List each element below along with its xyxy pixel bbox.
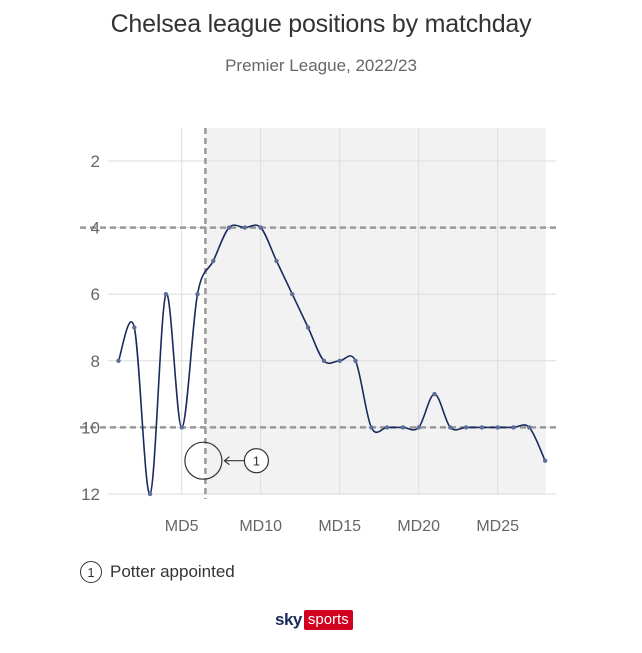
data-point — [147, 491, 153, 497]
data-point — [353, 358, 358, 363]
y-tick-label: 8 — [91, 352, 100, 371]
x-tick-label: MD10 — [239, 518, 282, 535]
y-tick-label: 2 — [91, 152, 100, 171]
y-tick-label: 10 — [81, 418, 100, 437]
data-point — [211, 258, 216, 264]
shaded-region — [205, 128, 546, 495]
x-tick-label: MD25 — [476, 518, 519, 535]
logo-sky: sky — [275, 610, 302, 629]
data-point — [527, 425, 532, 430]
data-point — [542, 458, 548, 463]
data-point — [400, 425, 406, 430]
data-point — [258, 225, 263, 230]
data-point — [337, 358, 342, 363]
data-point — [479, 425, 485, 430]
data-point — [416, 425, 421, 430]
annotation-marker — [243, 448, 269, 474]
x-tick-label: MD15 — [318, 518, 361, 535]
data-point — [511, 425, 516, 430]
chart-title: Chelsea league positions by matchday — [110, 10, 532, 38]
data-point — [321, 358, 327, 363]
annotation-arrowhead — [223, 456, 230, 466]
y-tick-label: 4 — [91, 219, 100, 238]
annotation-label: 1 — [253, 454, 260, 469]
data-point — [369, 425, 374, 430]
data-point — [274, 258, 279, 264]
data-point — [226, 225, 232, 230]
legend-marker: 1 — [80, 561, 102, 583]
data-point — [132, 325, 137, 330]
data-point — [495, 425, 500, 430]
x-tick-label: MD20 — [397, 518, 440, 535]
data-point — [290, 292, 295, 297]
x-tick-label: MD5 — [165, 518, 199, 535]
data-point — [305, 325, 311, 330]
logo-sports: sports — [303, 610, 353, 630]
data-point — [179, 425, 184, 430]
data-point — [163, 292, 169, 297]
annotation-ring — [184, 441, 223, 480]
y-tick-label: 12 — [81, 485, 100, 504]
data-point — [448, 425, 453, 430]
legend: 1 Potter appointed — [80, 561, 235, 583]
legend-text: Potter appointed — [110, 562, 235, 581]
data-point — [463, 425, 469, 430]
chart-subtitle: Premier League, 2022/23 — [225, 56, 417, 75]
y-tick-label: 6 — [91, 285, 100, 304]
data-point — [195, 292, 200, 297]
data-point — [116, 358, 121, 363]
sky-sports-logo: sky sports — [275, 610, 353, 630]
data-point — [384, 425, 390, 430]
data-point — [242, 225, 248, 230]
data-point — [432, 391, 437, 397]
